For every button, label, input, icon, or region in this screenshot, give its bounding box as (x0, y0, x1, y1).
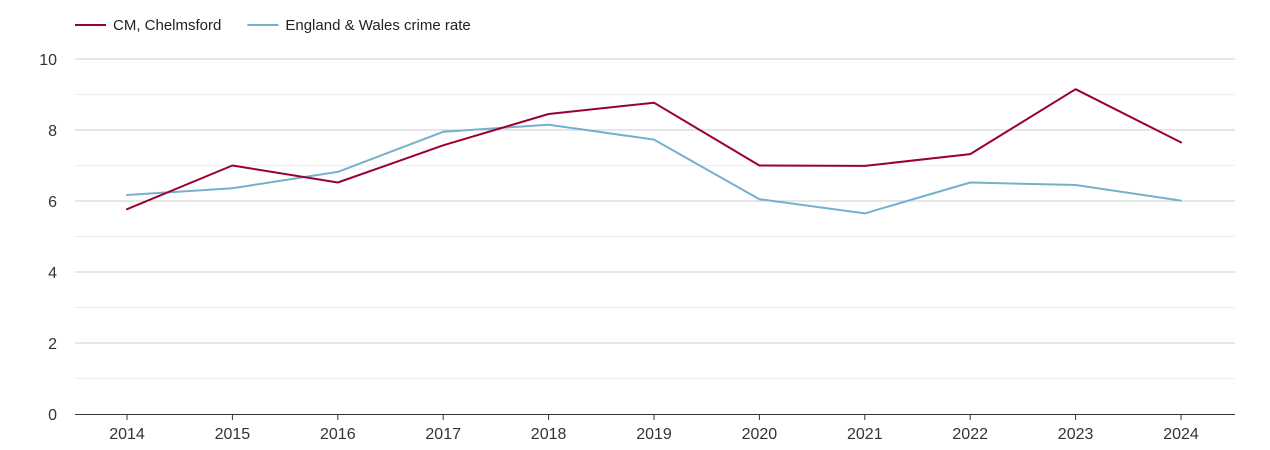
y-tick-label: 0 (48, 407, 57, 424)
legend: CM, Chelmsford England & Wales crime rate (75, 17, 471, 34)
x-tick-label: 2019 (636, 426, 672, 443)
legend-label-0: CM, Chelmsford (113, 17, 221, 34)
x-tick-label: 2016 (320, 426, 356, 443)
legend-label-1: England & Wales crime rate (285, 17, 470, 34)
x-axis: 2014 2015 2016 2017 2018 2019 2020 2021 2022 2023… (75, 414, 1235, 443)
x-tick-label: 2015 (215, 426, 251, 443)
x-tick-label: 2017 (425, 426, 461, 443)
y-tick-label: 10 (39, 52, 57, 69)
x-tick-label: 2014 (109, 426, 145, 443)
x-tick-label: 2023 (1058, 426, 1094, 443)
y-axis: 0 2 4 6 8 10 (39, 52, 57, 424)
series-line-0 (126, 88, 1182, 211)
y-tick-label: 8 (48, 123, 57, 140)
x-tick-label: 2018 (531, 426, 567, 443)
y-tick-label: 6 (48, 194, 57, 211)
x-tick-label: 2024 (1163, 426, 1199, 443)
x-tick-label: 2020 (742, 426, 778, 443)
x-tick-label: 2021 (847, 426, 883, 443)
y-tick-label: 2 (48, 336, 57, 353)
grid-lines (75, 58, 1235, 379)
series-line-1 (126, 123, 1182, 215)
x-tick-label: 2022 (952, 426, 988, 443)
y-tick-label: 4 (48, 265, 57, 282)
series-lines (126, 88, 1182, 215)
